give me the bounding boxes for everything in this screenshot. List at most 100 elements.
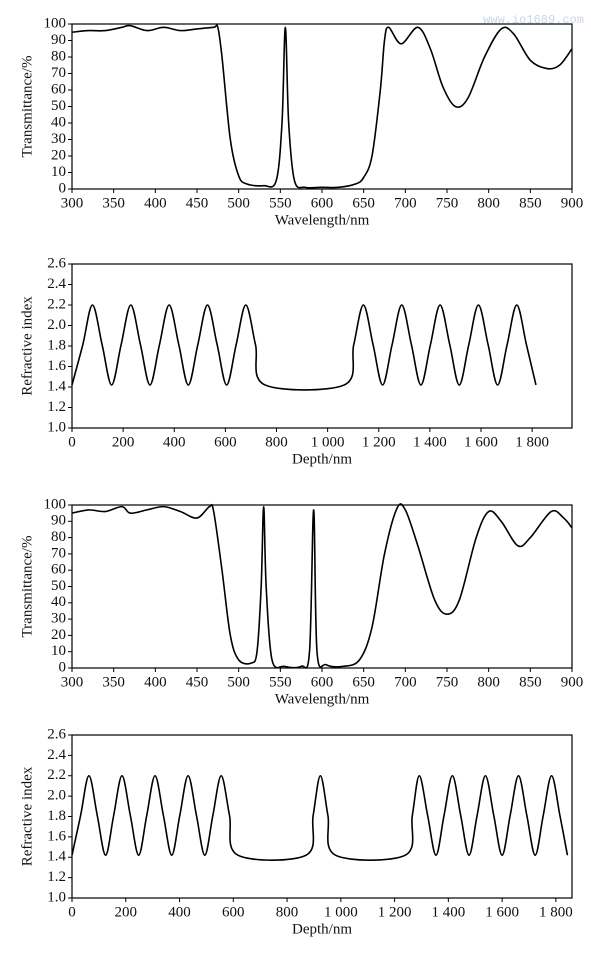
x-tick-label: 750 [436,195,459,211]
y-tick-label: 100 [44,496,67,512]
x-tick-label: 400 [144,674,167,690]
x-tick-label: 1 200 [362,434,396,450]
x-tick-label: 300 [61,674,84,690]
y-tick-label: 80 [51,529,66,545]
plot-frame [71,263,573,429]
y-tick-label: 2.2 [47,767,66,783]
x-tick-label: 800 [477,674,500,690]
x-tick-label: 600 [222,904,245,920]
x-tick-label: 800 [276,904,299,920]
x-tick-label: 1 000 [311,434,345,450]
y-tick-label: 1.8 [47,337,66,353]
x-tick-label: 0 [68,904,76,920]
y-tick-label: 90 [51,513,66,529]
y-tick-label: 20 [51,627,66,643]
x-axis-label: Wavelength/nm [275,212,370,228]
x-tick-label: 500 [227,195,250,211]
y-tick-label: 2.6 [47,255,66,271]
x-tick-label: 200 [112,434,135,450]
x-tick-label: 500 [227,674,250,690]
y-tick-label: 1.6 [47,828,66,844]
y-tick-label: 60 [51,81,66,97]
x-tick-label: 550 [269,674,292,690]
x-tick-label: 300 [61,195,84,211]
x-tick-label: 400 [163,434,186,450]
x-tick-label: 750 [436,674,459,690]
x-tick-label: 450 [186,674,209,690]
y-tick-label: 20 [51,147,66,163]
x-tick-label: 600 [311,674,334,690]
y-axis-label: Transmittance/% [19,56,35,158]
x-tick-label: 800 [265,434,288,450]
y-axis-label: Transmittance/% [19,536,35,638]
y-tick-label: 90 [51,32,66,48]
plot-frame [71,23,573,190]
x-tick-label: 1 200 [378,904,412,920]
y-tick-label: 1.2 [47,869,66,885]
data-line [71,304,537,391]
x-tick-label: 700 [394,674,417,690]
x-tick-label: 200 [115,904,138,920]
x-tick-label: 850 [519,674,542,690]
y-tick-label: 70 [51,545,66,561]
y-tick-label: 2.2 [47,296,66,312]
x-tick-label: 900 [561,674,584,690]
data-line [71,774,569,861]
y-tick-label: 1.0 [47,419,66,435]
y-tick-label: 2.4 [47,276,66,292]
plot-frame [71,504,573,669]
y-tick-label: 50 [51,578,66,594]
y-tick-label: 2.6 [47,726,66,742]
watermark: www.io1689.com [483,13,584,27]
x-tick-label: 350 [102,674,125,690]
x-tick-label: 1 800 [515,434,549,450]
x-axis-label: Depth/nm [292,921,352,937]
x-tick-label: 1 600 [464,434,498,450]
x-tick-label: 1 000 [324,904,358,920]
y-tick-label: 2.0 [47,317,66,333]
data-line [71,503,573,669]
x-axis-label: Wavelength/nm [275,691,370,707]
x-tick-label: 600 [311,195,334,211]
y-tick-label: 1.2 [47,399,66,415]
y-tick-label: 60 [51,562,66,578]
x-tick-label: 350 [102,195,125,211]
y-tick-label: 1.4 [47,378,66,394]
y-tick-label: 30 [51,611,66,627]
y-tick-label: 1.6 [47,358,66,374]
y-tick-label: 1.4 [47,849,66,865]
x-axis-label: Depth/nm [292,451,352,467]
x-tick-label: 700 [394,195,417,211]
y-tick-label: 40 [51,594,66,610]
y-tick-label: 1.8 [47,808,66,824]
x-tick-label: 1 600 [485,904,519,920]
x-tick-label: 1 400 [431,904,465,920]
x-tick-label: 1 400 [413,434,447,450]
y-tick-label: 70 [51,65,66,81]
y-tick-label: 50 [51,98,66,114]
y-tick-label: 40 [51,114,66,130]
y-tick-label: 2.0 [47,788,66,804]
y-axis-label: Refractive index [19,296,35,396]
y-tick-label: 10 [51,643,66,659]
x-tick-label: 650 [352,674,375,690]
y-tick-label: 1.0 [47,889,66,905]
y-tick-label: 80 [51,48,66,64]
x-tick-label: 400 [144,195,167,211]
data-line [71,24,573,189]
y-tick-label: 10 [51,164,66,180]
x-tick-label: 400 [168,904,191,920]
x-tick-label: 850 [519,195,542,211]
y-tick-label: 0 [59,659,67,675]
x-tick-label: 650 [352,195,375,211]
x-tick-label: 800 [477,195,500,211]
y-tick-label: 30 [51,131,66,147]
x-tick-label: 0 [68,434,76,450]
x-tick-label: 600 [214,434,237,450]
x-tick-label: 900 [561,195,584,211]
y-tick-label: 0 [59,180,67,196]
y-tick-label: 100 [44,15,67,31]
y-tick-label: 2.4 [47,747,66,763]
x-tick-label: 550 [269,195,292,211]
x-tick-label: 1 800 [539,904,573,920]
